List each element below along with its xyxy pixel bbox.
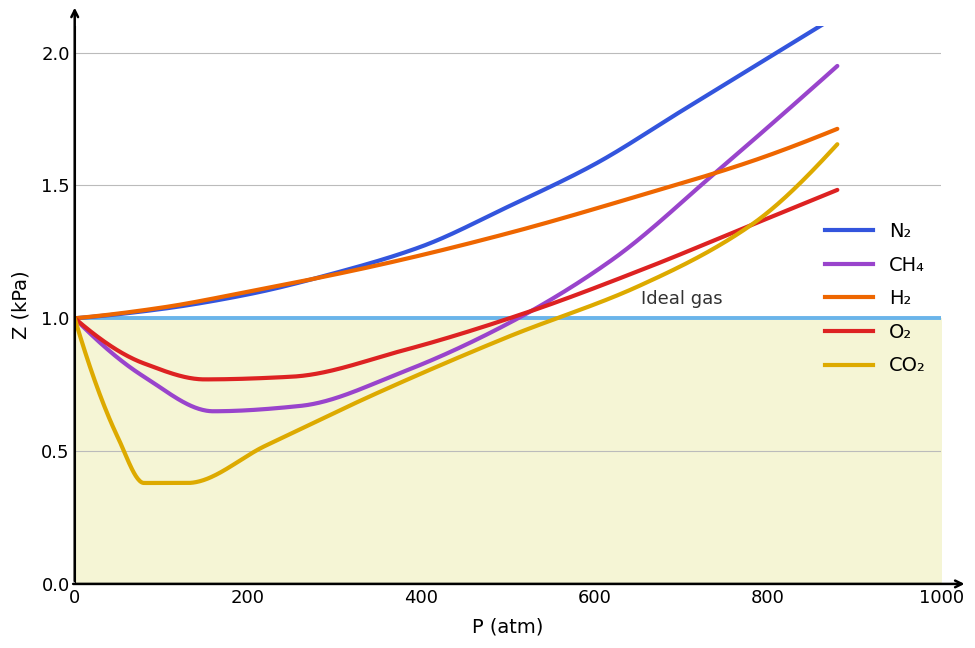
Y-axis label: Z (kPa): Z (kPa): [11, 271, 30, 340]
Legend: N₂, CH₄, H₂, O₂, CO₂: N₂, CH₄, H₂, O₂, CO₂: [817, 214, 933, 383]
Text: Ideal gas: Ideal gas: [641, 290, 722, 308]
X-axis label: P (atm): P (atm): [472, 618, 544, 637]
